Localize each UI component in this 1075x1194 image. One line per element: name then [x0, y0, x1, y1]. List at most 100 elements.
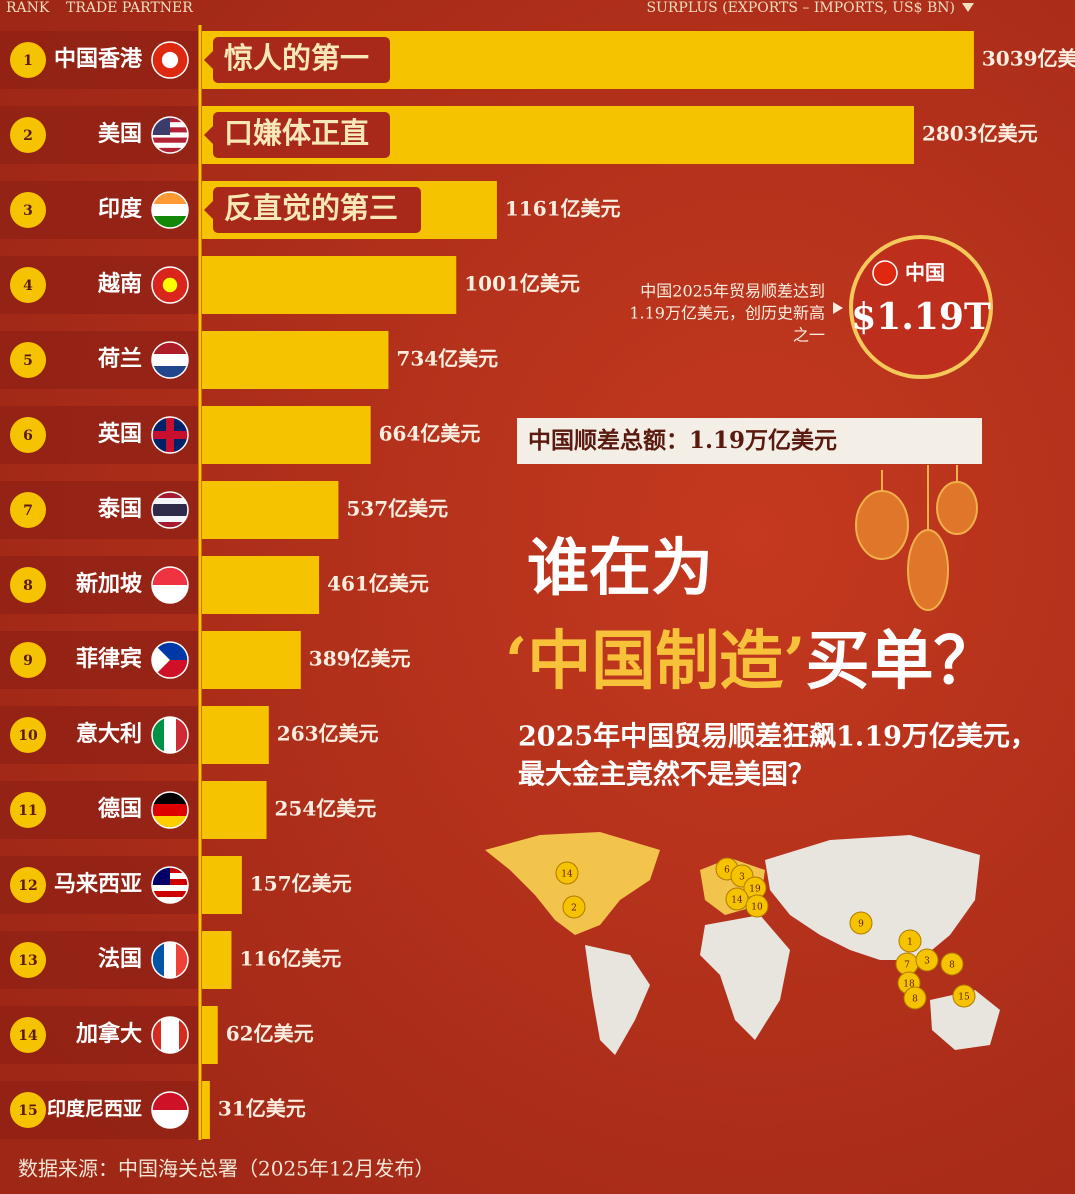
category-label: 意大利	[76, 721, 142, 747]
callout-line: 之一	[793, 326, 825, 345]
map-marker-label: 9	[858, 920, 864, 930]
bar	[202, 706, 269, 764]
category-label: 泰国	[97, 496, 142, 522]
rank-label: 8	[23, 578, 33, 594]
value-label: 116亿美元	[239, 947, 341, 971]
category-label: 英国	[98, 421, 142, 447]
flag-stripe	[152, 354, 188, 367]
rank-badge	[10, 567, 46, 603]
map-marker-label: 14	[731, 896, 743, 906]
annotation-text: 反直觉的第三	[224, 191, 398, 225]
flag-stripe	[161, 1017, 171, 1053]
flag-stripe	[152, 1092, 188, 1111]
value-label: 1161亿美元	[505, 197, 621, 221]
rank-badge	[10, 267, 46, 303]
rank-label: 9	[23, 653, 33, 669]
flag-stripe	[152, 885, 188, 892]
category-label: 德国	[98, 796, 142, 822]
headline-line: 谁在为	[527, 531, 713, 604]
map-marker-label: 3	[924, 957, 930, 967]
flag-body	[152, 1092, 188, 1128]
flag-border	[151, 641, 189, 679]
value-label: 62亿美元	[226, 1022, 314, 1046]
value-label: 31亿美元	[218, 1097, 306, 1121]
map-marker-label: 14	[561, 870, 573, 880]
category-label: 中国香港	[54, 46, 143, 72]
flag-border	[151, 1091, 189, 1129]
map-marker-label: 8	[912, 995, 918, 1005]
flag-stripe	[152, 137, 188, 144]
callout-arrow	[833, 302, 843, 314]
flag-cross	[166, 417, 174, 453]
header-rank: RANK	[6, 0, 50, 16]
callout-line: 中国2025年贸易顺差达到	[640, 282, 825, 301]
rank-label: 10	[18, 728, 38, 744]
category-label: 法国	[98, 946, 142, 972]
headline-line: ‘中国制造’买单？	[505, 624, 998, 699]
bar	[202, 406, 371, 464]
rank-label: 7	[23, 503, 33, 519]
flag-border	[151, 416, 189, 454]
flag	[151, 491, 189, 529]
flag-stripe	[152, 132, 188, 139]
rank-label: 4	[23, 278, 33, 294]
flag-stripe	[152, 804, 188, 817]
flag-body	[152, 267, 188, 303]
bar	[202, 631, 301, 689]
bar	[202, 256, 457, 314]
total-text: 中国顺差总额：1.19万亿美元	[528, 427, 837, 454]
annotation-text: 口嫌体正直	[224, 116, 369, 150]
flag-stripe	[152, 504, 188, 511]
lanterns	[855, 465, 978, 611]
map-marker-label: 1	[907, 938, 913, 948]
bar	[202, 781, 267, 839]
flag	[151, 41, 189, 79]
flag-border	[151, 266, 189, 304]
map-marker-label: 7	[904, 961, 910, 971]
value-label: 3039亿美元	[982, 47, 1075, 71]
flag-body	[152, 42, 188, 78]
world-map	[485, 832, 1000, 1055]
flag-stripe	[152, 510, 188, 517]
value-label: 1001亿美元	[464, 272, 580, 296]
flag	[151, 1016, 189, 1054]
flag	[151, 1091, 189, 1129]
annotation-arrow	[204, 200, 214, 220]
map-marker	[745, 894, 769, 918]
rank-badge	[10, 417, 46, 453]
map-marker	[915, 948, 939, 972]
flag-border	[151, 116, 189, 154]
flag-border	[151, 341, 189, 379]
map-marker	[952, 984, 976, 1008]
map-marker-label: 6	[724, 866, 730, 876]
value-label: 2803亿美元	[922, 122, 1038, 146]
value-label: 254亿美元	[275, 797, 377, 821]
flag-stripe	[152, 1017, 162, 1053]
flag-stripe	[152, 147, 188, 153]
map-marker	[940, 952, 964, 976]
flag-body	[152, 642, 188, 678]
flag	[151, 941, 189, 979]
flag	[151, 191, 189, 229]
flag	[151, 266, 189, 304]
flag-stripe	[164, 717, 177, 753]
flag-border	[151, 191, 189, 229]
bar	[202, 481, 339, 539]
flag-border	[151, 566, 189, 604]
rank-label: 3	[23, 203, 33, 219]
value-label: 734亿美元	[396, 347, 498, 371]
header-value: SURPLUS (EXPORTS – IMPORTS, US$ BN)	[646, 0, 955, 16]
flag-stripe	[170, 1017, 180, 1053]
annotation-text: 惊人的第一	[224, 41, 369, 75]
flag-body	[152, 492, 188, 528]
category-label: 越南	[97, 271, 142, 297]
map-marker-label: 15	[958, 993, 970, 1003]
map-marker	[555, 861, 579, 885]
flag-body	[152, 417, 188, 453]
bar	[202, 931, 232, 989]
category-label: 新加坡	[76, 571, 142, 597]
category-label: 印度尼西亚	[47, 1097, 142, 1120]
badge-value: $1.19T	[851, 296, 991, 338]
rank-label: 1	[23, 53, 33, 69]
